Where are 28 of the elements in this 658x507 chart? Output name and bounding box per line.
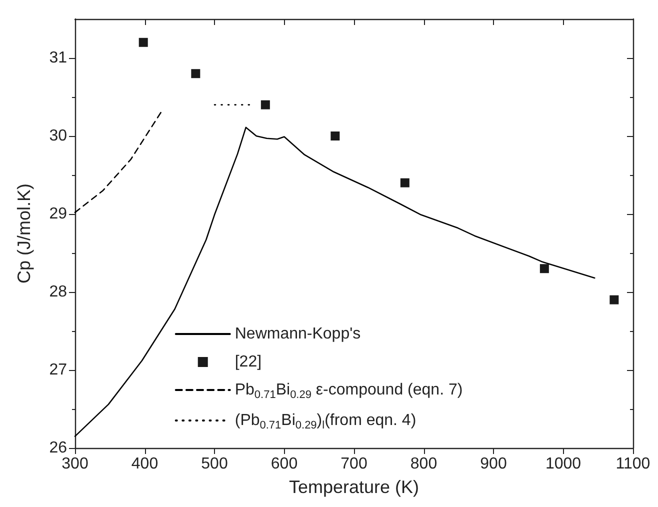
line-series [74, 112, 162, 214]
x-tick-label: 600 [270, 456, 298, 472]
y-axis-title: Cp (J/mol.K) [14, 183, 34, 284]
point [400, 178, 410, 188]
y-tick-label: 28 [49, 284, 68, 300]
legend-label: [22] [234, 354, 262, 370]
x-tick-label: 1000 [545, 456, 582, 472]
point [191, 69, 200, 78]
x-tick-label: 900 [480, 456, 507, 472]
y-tick-label: 31 [49, 50, 68, 66]
y-tick-label: 29 [49, 206, 68, 222]
point [540, 264, 549, 274]
x-tick-label: 800 [410, 456, 438, 472]
x-tick-label: 700 [340, 456, 368, 472]
y-tick-label: 27 [49, 362, 68, 378]
line-series [74, 126, 596, 437]
legend-label: Newmann-Kopp's [234, 326, 361, 342]
point [330, 132, 340, 140]
point [138, 38, 148, 47]
y-tick-label: 30 [49, 128, 68, 144]
x-tick-label: 400 [131, 456, 158, 472]
y-tick-label: 26 [49, 440, 68, 456]
x-tick-label: 1100 [616, 456, 650, 472]
x-tick-label: 300 [62, 456, 88, 472]
point [610, 295, 619, 304]
x-axis-title: Temperature (K) [288, 477, 420, 497]
x-tick-label: 500 [201, 456, 228, 472]
point [260, 100, 270, 110]
